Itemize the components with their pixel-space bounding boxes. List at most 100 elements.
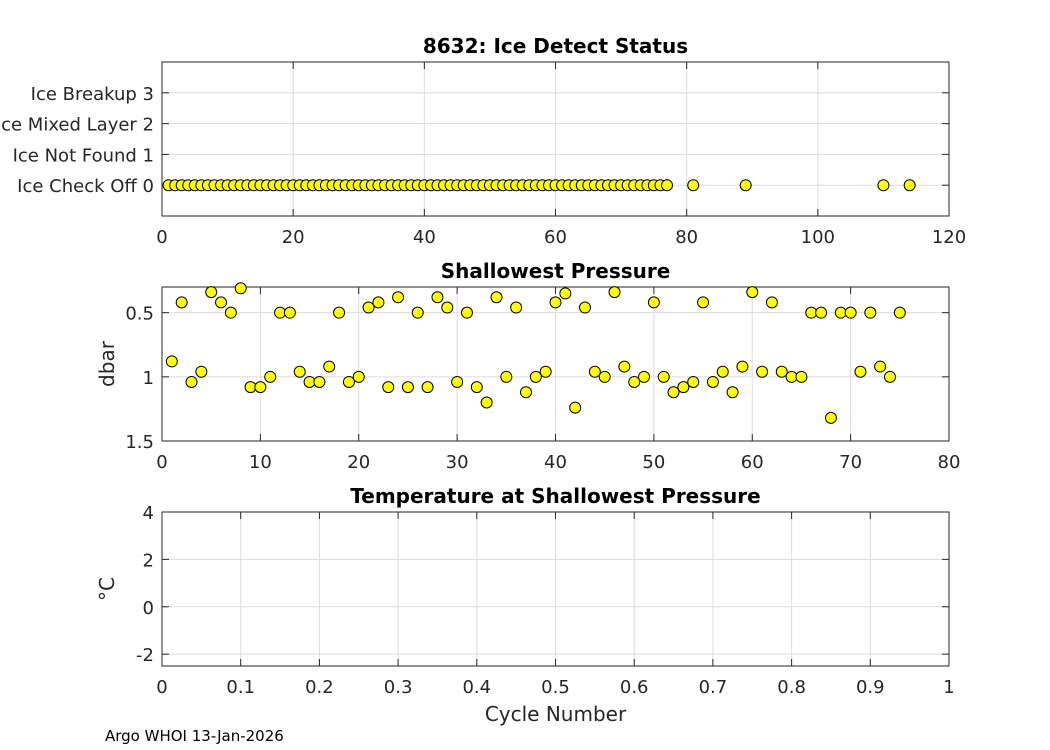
y-tick-label: Ice Check Off 0 — [17, 176, 154, 197]
temperature-panel: 0 0.1 0.2 0.3 0.4 0.5 0.6 0.7 0.8 0.9 1-2024Temper… — [95, 484, 955, 726]
data-point — [608, 286, 621, 299]
data-point — [372, 296, 385, 309]
data-point — [165, 355, 178, 368]
data-point — [519, 386, 532, 399]
data-point — [224, 306, 237, 319]
data-point — [362, 301, 375, 314]
data-point — [283, 306, 296, 319]
data-point — [352, 370, 365, 383]
y-axis-label: °C — [95, 577, 119, 601]
x-tick-label: 0.6 — [620, 677, 649, 698]
data-point — [618, 360, 631, 373]
data-point — [234, 282, 247, 295]
data-point — [756, 365, 769, 378]
data-point — [647, 296, 660, 309]
x-tick-label: 0 — [156, 452, 167, 473]
x-tick-label: 0.9 — [856, 677, 885, 698]
data-point — [401, 381, 414, 394]
x-tick-label: 60 — [741, 452, 764, 473]
data-point — [215, 296, 228, 309]
data-point — [893, 306, 906, 319]
x-tick-label: 40 — [544, 452, 567, 473]
x-tick-label: 100 — [801, 227, 835, 248]
x-tick-label: 0.4 — [462, 677, 491, 698]
x-tick-label: 0.5 — [541, 677, 570, 698]
x-tick-label: 0.1 — [226, 677, 255, 698]
y-tick-label: Ice Not Found 1 — [13, 145, 154, 166]
data-point — [660, 179, 673, 192]
x-tick-label: 0.7 — [699, 677, 728, 698]
ice-detect-panel: 0 20 40 60 80 100 120 Ice Check Off 0 Ice Not Fo… — [0, 34, 966, 248]
data-point — [628, 375, 641, 388]
data-point — [815, 306, 828, 319]
data-point — [195, 365, 208, 378]
chart-title: Temperature at Shallowest Pressure — [350, 484, 760, 508]
shallowest-pressure-panel: 0 10 20 30 40 50 60 70 80 0.5 1 1.5 Shallowest Press… — [95, 259, 960, 473]
data-point — [313, 375, 326, 388]
y-tick-label: 1 — [143, 368, 154, 389]
data-point — [411, 306, 424, 319]
data-point — [677, 381, 690, 394]
data-point — [824, 411, 837, 424]
data-point — [874, 360, 887, 373]
data-point — [746, 286, 759, 299]
data-point — [185, 375, 198, 388]
data-point — [342, 375, 355, 388]
data-point — [588, 365, 601, 378]
data-point — [598, 370, 611, 383]
data-point — [431, 291, 444, 304]
data-point — [441, 301, 454, 314]
x-tick-label: 0.2 — [305, 677, 334, 698]
data-point — [883, 370, 896, 383]
x-tick-label: 70 — [839, 452, 862, 473]
data-point — [716, 365, 729, 378]
data-point — [382, 381, 395, 394]
x-tick-label: 0.3 — [384, 677, 413, 698]
data-point — [795, 370, 808, 383]
data-point — [706, 375, 719, 388]
x-tick-label: 50 — [642, 452, 665, 473]
x-tick-label: 20 — [282, 227, 305, 248]
y-tick-label: Ice Mixed Layer 2 — [0, 115, 154, 136]
data-point — [687, 375, 700, 388]
y-axis-label: dbar — [95, 340, 119, 387]
data-point — [264, 370, 277, 383]
x-tick-label: 0 — [156, 677, 167, 698]
data-point — [765, 296, 778, 309]
data-point — [569, 401, 582, 414]
data-point — [775, 365, 788, 378]
data-point — [726, 386, 739, 399]
x-tick-label: 30 — [446, 452, 469, 473]
data-point — [854, 365, 867, 378]
y-tick-label: 0.5 — [125, 304, 154, 325]
y-tick-label: 2 — [143, 550, 154, 571]
x-tick-label: 10 — [249, 452, 272, 473]
data-point — [529, 370, 542, 383]
x-tick-label: 0 — [156, 227, 167, 248]
data-point — [451, 375, 464, 388]
data-point — [687, 179, 700, 192]
data-point — [470, 381, 483, 394]
data-point — [697, 296, 710, 309]
x-tick-label: 0.8 — [777, 677, 806, 698]
data-point — [510, 301, 523, 314]
x-tick-label: 80 — [675, 227, 698, 248]
data-point — [657, 370, 670, 383]
data-point — [205, 286, 218, 299]
y-tick-label: -2 — [136, 645, 154, 666]
data-point — [254, 381, 267, 394]
y-tick-label: 0 — [143, 598, 154, 619]
x-tick-label: 20 — [347, 452, 370, 473]
data-point — [293, 365, 306, 378]
x-tick-label: 40 — [413, 227, 436, 248]
data-point — [559, 287, 572, 300]
data-point — [175, 296, 188, 309]
data-point — [421, 381, 434, 394]
data-point — [667, 386, 680, 399]
footer-text: Argo WHOI 13-Jan-2026 — [105, 727, 284, 745]
data-point — [480, 396, 493, 409]
data-point — [844, 306, 857, 319]
data-point — [460, 306, 473, 319]
data-point — [392, 291, 405, 304]
y-tick-label: 4 — [143, 503, 154, 524]
